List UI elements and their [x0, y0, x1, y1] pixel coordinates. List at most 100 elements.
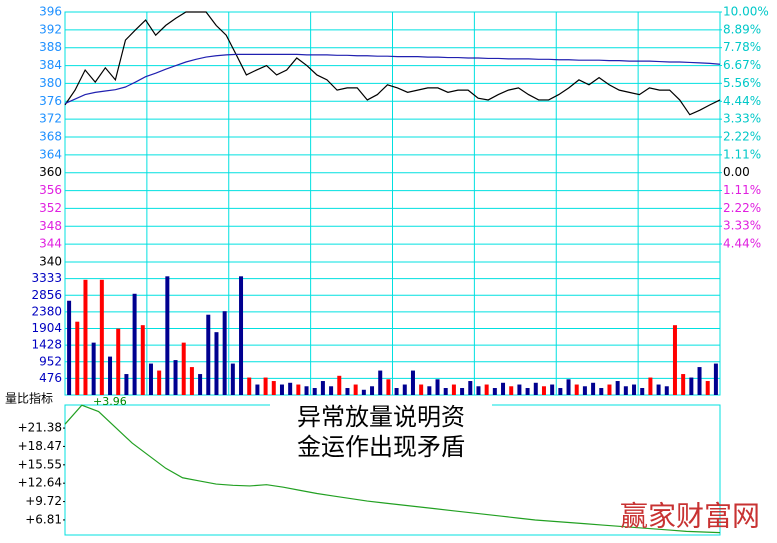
volume-bar	[476, 386, 481, 395]
volume-bar	[173, 360, 178, 395]
y-tick-label: +21.38	[18, 421, 62, 435]
volume-bar	[255, 384, 260, 395]
volume-bar	[623, 386, 628, 395]
y-tick-label: 356	[39, 183, 62, 197]
volume-bar	[525, 388, 530, 395]
watermark: 赢家财富网	[620, 500, 760, 533]
volume-bar	[296, 384, 301, 395]
volume-bar	[67, 300, 72, 395]
y-tick-label: 372	[39, 112, 62, 126]
y-tick-label: 360	[39, 165, 62, 179]
y-tick-label: 340	[39, 255, 62, 269]
volume-bar	[410, 370, 415, 395]
y-tick-label: 352	[39, 201, 62, 215]
volume-bar	[279, 384, 284, 395]
volume-bar	[222, 311, 227, 395]
volume-bar	[574, 384, 579, 395]
volume-bar	[198, 374, 203, 395]
volume-bar	[75, 321, 80, 395]
volume-bar	[599, 388, 604, 395]
volume-bar	[566, 379, 571, 395]
y2-tick-label: 3.33%	[723, 219, 761, 233]
y-tick-label: 364	[39, 147, 62, 161]
volume-bar	[550, 384, 555, 395]
volume-bar	[615, 381, 620, 395]
y-tick-label: 344	[39, 237, 62, 251]
y-tick-label: +15.55	[18, 457, 62, 471]
volume-bar	[140, 325, 145, 395]
volume-bar	[132, 293, 137, 395]
volume-bar	[656, 384, 661, 395]
y-tick-label: 1428	[31, 338, 62, 352]
volume-bar	[361, 389, 366, 395]
y-tick-label: 384	[39, 58, 62, 72]
note-line: 金运作出现矛盾	[297, 433, 465, 461]
volume-bar	[304, 386, 309, 395]
volume-bar	[91, 342, 96, 395]
y-tick-label: 396	[39, 5, 62, 19]
volume-bar	[672, 325, 677, 395]
y2-tick-label: 8.89%	[723, 22, 761, 36]
volume-bar	[165, 276, 170, 395]
volume-bar	[239, 276, 244, 395]
y-tick-label: 2856	[31, 288, 62, 302]
y2-tick-label: 5.56%	[723, 76, 761, 90]
volume-bar	[214, 332, 219, 395]
volume-bar	[312, 388, 317, 395]
y2-tick-label: 2.22%	[723, 130, 761, 144]
volume-bar	[697, 367, 702, 395]
y2-tick-label: 4.44%	[723, 237, 761, 251]
volume-bar	[435, 379, 440, 395]
y2-tick-label: 4.44%	[723, 94, 761, 108]
panel-title: 量比指标	[5, 391, 53, 406]
y-tick-label: +6.81	[25, 512, 62, 526]
y-tick-label: +9.72	[25, 494, 62, 508]
volume-bar	[181, 342, 186, 395]
volume-bar	[116, 328, 121, 395]
volume-bar	[501, 382, 506, 395]
volume-bar	[345, 388, 350, 395]
y2-tick-label: 0.00	[723, 165, 750, 179]
y-tick-label: 348	[39, 219, 62, 233]
y-tick-label: 3333	[31, 271, 62, 285]
volume-bar	[443, 388, 448, 395]
y2-tick-label: 10.00%	[723, 5, 769, 19]
volume-bar	[558, 388, 563, 395]
y-tick-label: 952	[39, 354, 62, 368]
volume-bar	[640, 388, 645, 395]
volume-bar	[509, 386, 514, 395]
volume-bar	[713, 363, 718, 395]
volume-bar	[591, 382, 596, 395]
volume-bar	[681, 374, 686, 395]
volume-bar	[664, 386, 669, 395]
y2-tick-label: 3.33%	[723, 112, 761, 126]
volume-bar	[263, 377, 268, 395]
volume-bar	[378, 370, 383, 395]
line-series	[64, 404, 721, 534]
volume-bar	[206, 314, 211, 395]
volume-bar	[320, 381, 325, 395]
volume-bar	[689, 377, 694, 395]
y-tick-label: 380	[39, 76, 62, 90]
volume-bar	[99, 279, 104, 395]
volume-bar	[271, 381, 276, 395]
note-box	[270, 402, 492, 464]
volume-bar	[517, 384, 522, 395]
volume-bar	[394, 388, 399, 395]
volume-bar	[632, 384, 637, 395]
volume-bar	[337, 375, 342, 395]
volume-bar	[648, 377, 653, 395]
volume-bar	[427, 386, 432, 395]
volume-bar	[157, 370, 162, 395]
y2-tick-label: 7.78%	[723, 40, 761, 54]
y-tick-label: +18.47	[18, 439, 62, 453]
volume-bar	[541, 386, 546, 395]
volume-bar	[402, 384, 407, 395]
volume-bar	[460, 388, 465, 395]
volume-bar	[533, 382, 538, 395]
volume-bar	[451, 384, 456, 395]
volume-bar	[288, 382, 293, 395]
y-tick-label: 392	[39, 22, 62, 36]
panel-annotation: +3.96	[93, 395, 127, 408]
